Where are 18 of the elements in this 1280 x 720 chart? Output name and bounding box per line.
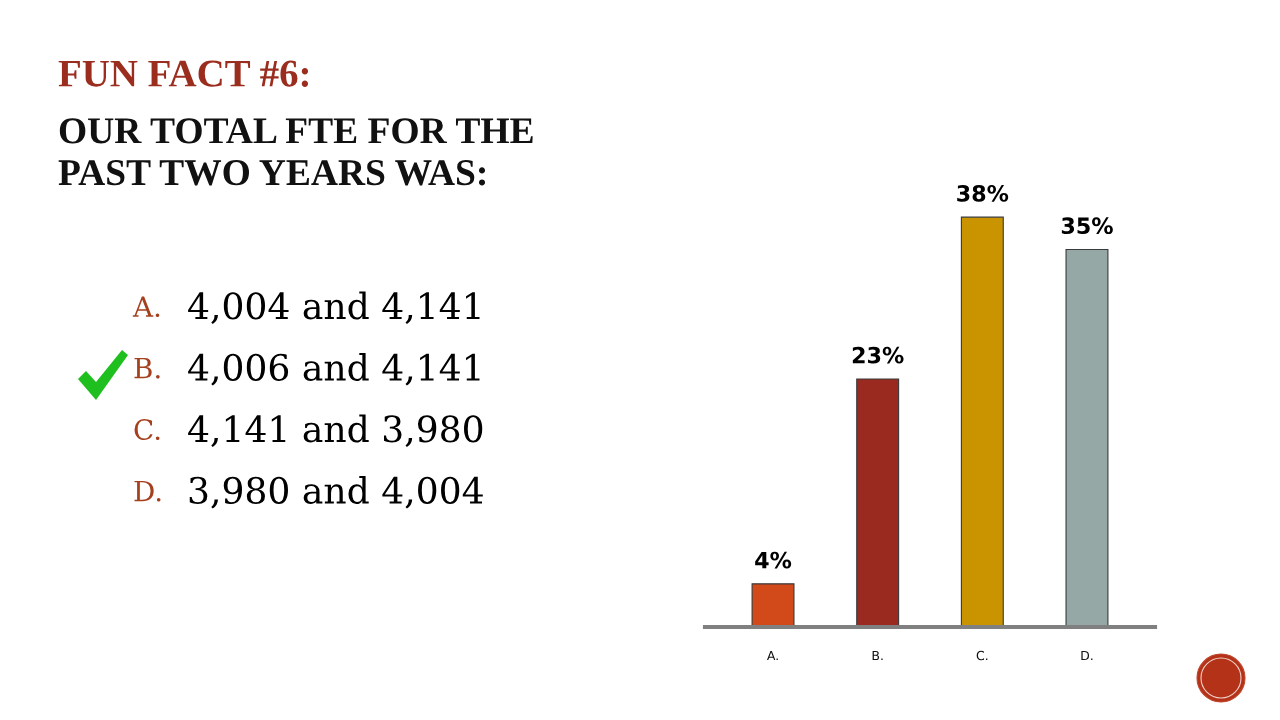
bar [856, 378, 900, 627]
x-tick-label: C. [976, 650, 988, 661]
text: A. 4,004 and 4,141 [132, 291, 480, 324]
text: C. 4,141 and 3,980 [134, 414, 483, 447]
text: B. 4,006 and 4,141 [134, 353, 480, 386]
text: FUN FACT #6: [58, 60, 309, 87]
data-label: 23% [852, 346, 904, 364]
bar [751, 583, 795, 627]
bar [960, 216, 1004, 627]
data-label: 35% [1061, 217, 1113, 235]
data-label: 4% [755, 551, 792, 569]
text: OUR TOTAL FTE FOR THE PAST TWO YEARS WAS: [58, 118, 533, 186]
text: D. 3,980 and 4,004 [134, 476, 483, 509]
bar [1065, 248, 1109, 627]
x-tick-label: B. [872, 651, 883, 661]
data-label: 38% [957, 184, 1009, 202]
x-tick-label: D. [1081, 651, 1093, 661]
x-tick-label: A. [766, 651, 778, 661]
